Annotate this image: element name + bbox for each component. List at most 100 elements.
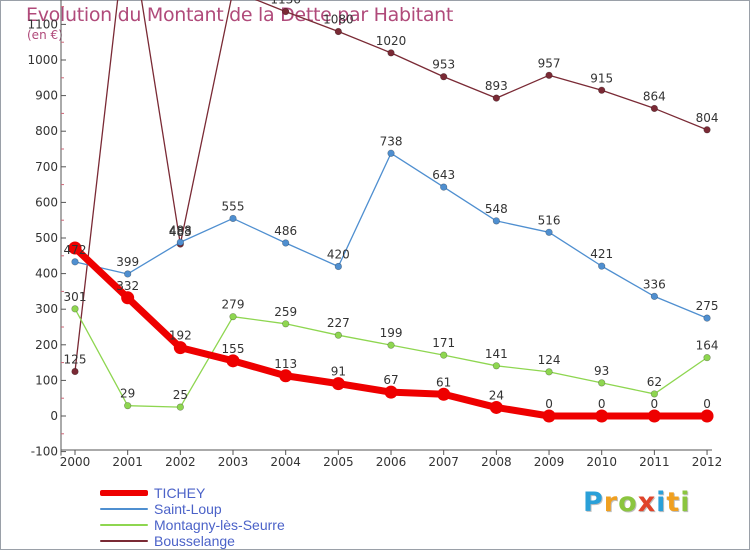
x-tick-label: 2012 xyxy=(692,455,723,469)
data-point-tichey xyxy=(489,400,503,414)
data-point-bousselange xyxy=(334,27,342,36)
x-tick-label: 2010 xyxy=(586,455,617,469)
legend-label-bousselange: Bousselange xyxy=(154,533,235,549)
data-label-bousselange: 953 xyxy=(432,58,455,72)
data-point-saint-loup xyxy=(545,228,553,236)
data-label-saint-loup: 420 xyxy=(327,247,350,261)
data-point-montagny-l-s-seurre xyxy=(71,305,79,313)
data-point-montagny-l-s-seurre xyxy=(124,402,132,410)
logo-letter: x xyxy=(637,487,657,518)
data-label-saint-loup: 555 xyxy=(222,199,245,213)
y-tick-label: 300 xyxy=(35,302,58,316)
chart-title: Evolution du Montant de la Dette par Hab… xyxy=(26,4,454,26)
data-point-bousselange xyxy=(703,126,711,134)
data-point-bousselange xyxy=(545,71,553,79)
data-label-saint-loup: 486 xyxy=(274,224,297,238)
y-tick-label: 100 xyxy=(35,373,58,387)
data-point-saint-loup xyxy=(282,239,290,247)
data-label-montagny-l-s-seurre: 141 xyxy=(485,347,508,361)
data-label-tichey: 113 xyxy=(274,357,297,371)
data-point-saint-loup xyxy=(440,183,448,191)
legend-swatch-saint-loup xyxy=(100,508,148,510)
data-label-montagny-l-s-seurre: 25 xyxy=(173,388,188,402)
data-point-saint-loup xyxy=(334,262,342,271)
x-tick-label: 2006 xyxy=(376,455,407,469)
y-tick-label: 1100 xyxy=(27,17,58,31)
data-point-saint-loup xyxy=(387,149,395,157)
data-point-bousselange xyxy=(440,73,448,81)
data-point-tichey xyxy=(226,354,240,368)
y-tick-label: 1000 xyxy=(27,53,58,67)
data-point-bousselange xyxy=(71,367,79,376)
data-label-montagny-l-s-seurre: 199 xyxy=(380,326,403,340)
logo-letter: r xyxy=(603,487,619,518)
y-tick-label: 500 xyxy=(35,231,58,245)
data-label-montagny-l-s-seurre: 259 xyxy=(274,305,297,319)
data-point-tichey xyxy=(437,387,451,401)
data-label-saint-loup: 336 xyxy=(643,277,666,291)
data-point-montagny-l-s-seurre xyxy=(598,379,606,387)
data-point-montagny-l-s-seurre xyxy=(492,362,500,370)
logo-letter: t xyxy=(666,487,681,518)
y-tick-label: 800 xyxy=(35,124,58,138)
data-point-montagny-l-s-seurre xyxy=(229,313,237,321)
logo-letter: o xyxy=(618,487,638,518)
data-label-tichey: 332 xyxy=(116,279,139,293)
data-label-saint-loup: 516 xyxy=(538,213,561,227)
data-label-tichey: 61 xyxy=(436,375,451,389)
data-point-montagny-l-s-seurre xyxy=(545,368,553,376)
data-label-saint-loup: 738 xyxy=(380,134,403,148)
y-tick-label: 900 xyxy=(35,89,58,103)
data-point-montagny-l-s-seurre xyxy=(650,390,658,398)
data-label-bousselange: 125 xyxy=(64,353,87,367)
data-point-montagny-l-s-seurre xyxy=(176,403,184,411)
data-point-bousselange xyxy=(650,104,658,113)
chart-unit-label: (en €) xyxy=(27,28,63,42)
data-label-montagny-l-s-seurre: 164 xyxy=(696,339,719,353)
data-point-tichey xyxy=(384,385,398,399)
data-label-saint-loup: 275 xyxy=(696,299,719,313)
x-tick-label: 2001 xyxy=(112,455,143,469)
x-tick-label: 2005 xyxy=(323,455,354,469)
data-point-saint-loup xyxy=(703,314,711,322)
data-label-bousselange: 864 xyxy=(643,89,666,103)
data-label-montagny-l-s-seurre: 93 xyxy=(594,364,609,378)
data-label-montagny-l-s-seurre: 171 xyxy=(432,336,455,350)
data-label-saint-loup: 472 xyxy=(64,243,87,257)
data-label-bousselange: 893 xyxy=(485,79,508,93)
data-point-saint-loup xyxy=(71,258,79,266)
data-point-montagny-l-s-seurre xyxy=(703,354,711,362)
data-point-montagny-l-s-seurre xyxy=(334,331,342,339)
data-label-montagny-l-s-seurre: 227 xyxy=(327,316,350,330)
data-point-bousselange xyxy=(598,86,606,94)
y-tick-label: 600 xyxy=(35,195,58,209)
data-label-tichey: 0 xyxy=(651,397,659,411)
data-label-tichey: 0 xyxy=(598,397,606,411)
data-point-bousselange xyxy=(492,94,500,102)
data-point-saint-loup xyxy=(229,214,237,223)
data-label-tichey: 0 xyxy=(703,397,711,411)
data-point-montagny-l-s-seurre xyxy=(282,320,290,328)
data-point-tichey xyxy=(121,291,135,305)
data-point-bousselange xyxy=(282,7,290,16)
data-point-saint-loup xyxy=(124,270,132,278)
data-point-tichey xyxy=(68,241,82,255)
y-tick-label: -100 xyxy=(31,445,58,459)
data-label-montagny-l-s-seurre: 301 xyxy=(64,290,87,304)
data-point-montagny-l-s-seurre xyxy=(440,351,448,359)
data-point-tichey xyxy=(173,341,187,355)
data-label-montagny-l-s-seurre: 62 xyxy=(647,375,662,389)
x-tick-label: 2008 xyxy=(481,455,512,469)
data-point-saint-loup xyxy=(492,217,500,225)
x-tick-label: 2007 xyxy=(428,455,459,469)
logo-letter: P xyxy=(583,487,604,518)
x-tick-label: 2002 xyxy=(165,455,196,469)
data-label-bousselange: 1020 xyxy=(376,34,407,48)
data-label-saint-loup: 488 xyxy=(169,223,192,237)
legend-swatch-tichey xyxy=(100,490,148,496)
data-label-tichey: 192 xyxy=(169,329,192,343)
data-label-tichey: 24 xyxy=(489,388,504,402)
data-label-tichey: 67 xyxy=(383,373,398,387)
data-label-saint-loup: 643 xyxy=(432,168,455,182)
data-label-saint-loup: 399 xyxy=(116,255,139,269)
